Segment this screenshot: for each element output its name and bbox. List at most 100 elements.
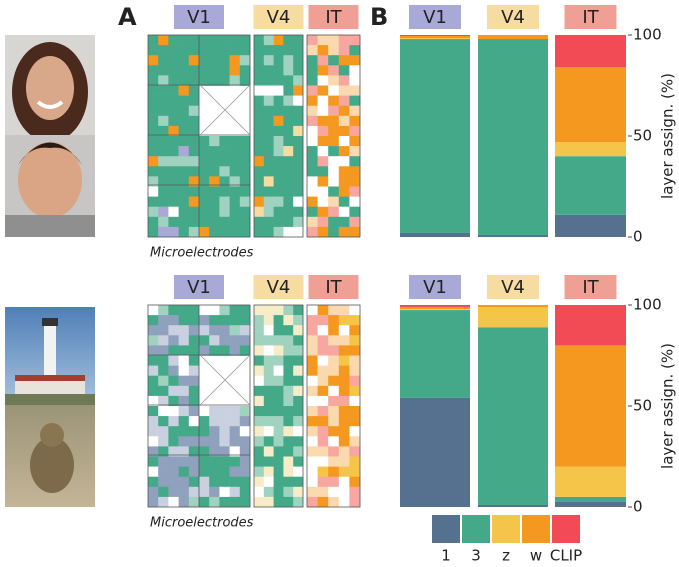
heatmap-cell xyxy=(209,315,220,325)
caption: Microelectrodes xyxy=(150,246,254,261)
heatmap-cell xyxy=(307,366,318,376)
heatmap-cell xyxy=(179,96,190,106)
heatmap-cell xyxy=(199,75,210,85)
bar-segment xyxy=(400,38,470,39)
heatmap-cell xyxy=(339,386,350,396)
heatmap-cell xyxy=(199,315,210,325)
heatmap-cell xyxy=(264,35,274,45)
heatmap-cell xyxy=(168,416,179,426)
heatmap-cell xyxy=(168,366,179,376)
legend-label: CLIP xyxy=(550,547,582,565)
heatmap-cell xyxy=(189,65,200,75)
heatmap-cell xyxy=(264,75,274,85)
heatmap-cell xyxy=(339,75,350,85)
heatmap-cell xyxy=(254,65,264,75)
heatmap-cell xyxy=(318,65,329,75)
heatmap-cell xyxy=(318,96,329,106)
heatmap-cell xyxy=(283,45,293,55)
heatmap-cell xyxy=(339,376,350,386)
bar-segment xyxy=(400,310,470,398)
heatmap-cell xyxy=(328,146,339,156)
heatmap-cell xyxy=(293,467,303,477)
heatmap-cell xyxy=(199,35,210,45)
heatmap-cell xyxy=(328,75,339,85)
bar-segment xyxy=(555,35,626,67)
heatmap-cell xyxy=(339,116,350,126)
heatmap-cell xyxy=(339,55,350,65)
heatmap-cell xyxy=(283,457,293,467)
heatmap-cell xyxy=(189,335,200,345)
heatmap-cell xyxy=(328,457,339,467)
heatmap-cell xyxy=(328,116,339,126)
bar-segment xyxy=(400,305,470,307)
heatmap-cell xyxy=(339,446,350,456)
heatmap-cell xyxy=(189,325,200,335)
heatmap-cell xyxy=(168,406,179,416)
heatmap-cell xyxy=(293,366,303,376)
heatmap-cell xyxy=(199,487,210,497)
heatmap-cell xyxy=(274,446,284,456)
heatmap-cell xyxy=(254,156,264,166)
heatmap-cell xyxy=(274,436,284,446)
heatmap-cell xyxy=(148,217,159,227)
heatmap-cell xyxy=(240,487,251,497)
heatmap-cell xyxy=(254,207,264,217)
heatmap-cell xyxy=(168,436,179,446)
heatmap-cell xyxy=(158,35,169,45)
heatmap-cell xyxy=(189,166,200,176)
heatmap-cell xyxy=(189,96,200,106)
heatmap-cell xyxy=(158,197,169,207)
heatmap-cell xyxy=(349,166,360,176)
heatmap-cell xyxy=(168,227,179,237)
heatmap-cell xyxy=(240,457,251,467)
heatmap-cell xyxy=(293,35,303,45)
heatmap-cell xyxy=(264,356,274,366)
heatmap-cell xyxy=(307,45,318,55)
heatmap-cell xyxy=(254,227,264,237)
heatmap-cell xyxy=(318,467,329,477)
heatmap-cell xyxy=(240,467,251,477)
heatmap-cell xyxy=(318,35,329,45)
heatmap-cell xyxy=(199,325,210,335)
heatmap-cell xyxy=(318,55,329,65)
heatmap-cell xyxy=(179,227,190,237)
heatmap-cell xyxy=(274,116,284,126)
heatmap-cell xyxy=(199,477,210,487)
heatmap-cell xyxy=(230,436,241,446)
heatmap-cell xyxy=(274,426,284,436)
heatmap-cell xyxy=(158,187,169,197)
heatmap-cell xyxy=(168,65,179,75)
heatmap-cell xyxy=(293,136,303,146)
heatmap-cell xyxy=(307,55,318,65)
category-label: V4 xyxy=(501,7,525,28)
heatmap-cell xyxy=(339,396,350,406)
heatmap-cell xyxy=(179,376,190,386)
heatmap-cell xyxy=(199,497,210,507)
heatmap-cell xyxy=(293,426,303,436)
bar-segment xyxy=(478,305,548,307)
heatmap-cell xyxy=(189,356,200,366)
heatmap-cell xyxy=(148,146,159,156)
heatmap-cell xyxy=(293,75,303,85)
heatmap-cell xyxy=(189,467,200,477)
heatmap-cell xyxy=(274,325,284,335)
heatmap-cell xyxy=(230,325,241,335)
heatmap-cell xyxy=(219,156,230,166)
heatmap-cell xyxy=(339,96,350,106)
heatmap-cell xyxy=(179,426,190,436)
heatmap-cell xyxy=(254,467,264,477)
heatmap-cell xyxy=(339,106,350,116)
heatmap-cell xyxy=(339,166,350,176)
heatmap-cell xyxy=(307,65,318,75)
heatmap-cell xyxy=(168,55,179,65)
heatmap-cell xyxy=(274,197,284,207)
heatmap-cell xyxy=(283,446,293,456)
heatmap-cell xyxy=(339,416,350,426)
heatmap-cell xyxy=(230,477,241,487)
heatmap-cell xyxy=(179,166,190,176)
heatmap-cell xyxy=(219,166,230,176)
heatmap-cell xyxy=(189,305,200,315)
heatmap-cell xyxy=(158,497,169,507)
heatmap-cell xyxy=(328,325,339,335)
heatmap-cell xyxy=(274,487,284,497)
